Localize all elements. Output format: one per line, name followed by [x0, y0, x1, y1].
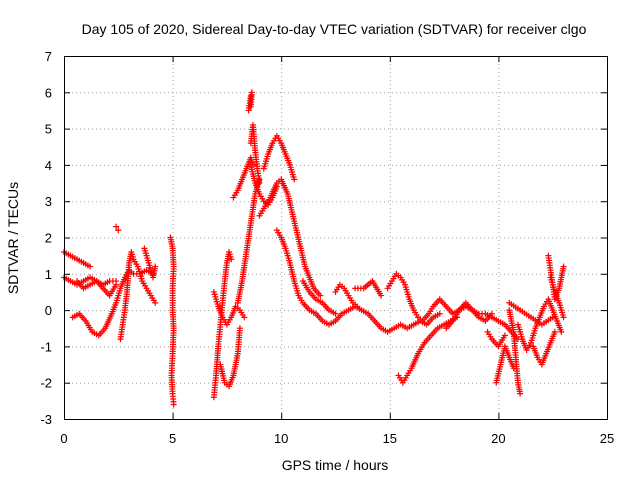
x-tick-label: 25	[600, 431, 614, 446]
tick-layer: 0 5 10 15 20 25 -3 -2 -1 0 1 2 3 4 5 6 7	[40, 49, 614, 446]
data-point	[354, 303, 361, 310]
y-tick-label: 0	[45, 303, 52, 318]
data-point	[549, 314, 556, 321]
grid-layer	[64, 56, 607, 419]
x-tick-label: 0	[60, 431, 67, 446]
y-tick-label: 7	[45, 49, 52, 64]
data-point	[152, 299, 159, 306]
data-point	[236, 325, 243, 332]
y-tick-label: 1	[45, 267, 52, 282]
x-tick-label: 20	[491, 431, 505, 446]
data-point	[115, 227, 122, 234]
series-clgo	[61, 89, 567, 408]
data-layer	[61, 89, 567, 408]
x-tick-label: 5	[169, 431, 176, 446]
x-axis-label: GPS time / hours	[282, 457, 389, 473]
data-point	[87, 263, 94, 270]
y-tick-label: 2	[45, 231, 52, 246]
y-tick-label: -3	[40, 412, 52, 427]
data-point	[558, 328, 565, 335]
data-point	[332, 310, 339, 317]
data-point	[560, 263, 567, 270]
y-tick-label: 4	[45, 158, 52, 173]
y-tick-label: 3	[45, 194, 52, 209]
data-point	[378, 292, 385, 299]
chart-title: Day 105 of 2020, Sidereal Day-to-day VTE…	[82, 21, 587, 37]
data-point	[501, 332, 508, 339]
data-point	[517, 390, 524, 397]
data-point	[113, 281, 120, 288]
y-tick-label: -2	[40, 376, 52, 391]
data-point	[551, 328, 558, 335]
y-tick-label: 6	[45, 85, 52, 100]
x-tick-label: 10	[274, 431, 288, 446]
y-tick-label: -1	[40, 339, 52, 354]
data-point	[152, 263, 159, 270]
data-point	[247, 103, 254, 110]
data-point	[560, 314, 567, 321]
y-axis-label: SDTVAR / TECUs	[5, 182, 21, 294]
data-point	[228, 256, 235, 263]
data-point	[113, 223, 120, 230]
data-point	[170, 401, 177, 408]
data-point	[241, 314, 248, 321]
data-point	[291, 176, 298, 183]
data-point	[317, 292, 324, 299]
data-point	[436, 310, 443, 317]
y-tick-label: 5	[45, 122, 52, 137]
plot-frame	[64, 56, 608, 420]
x-tick-label: 15	[383, 431, 397, 446]
